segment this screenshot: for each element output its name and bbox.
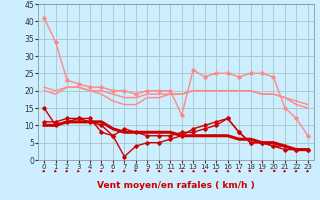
X-axis label: Vent moyen/en rafales ( km/h ): Vent moyen/en rafales ( km/h ) bbox=[97, 181, 255, 190]
